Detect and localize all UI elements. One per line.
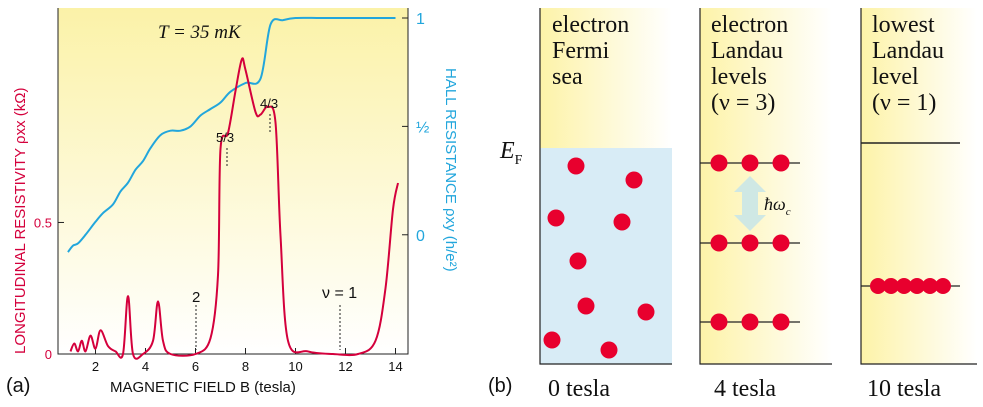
panel-a-label: (a)	[6, 375, 30, 397]
electron	[547, 209, 565, 227]
right-axis-label: HALL RESISTANCE ρxy (h/e²)	[442, 68, 459, 272]
x-tick-label: 12	[338, 359, 352, 374]
left-tick-label: 0.5	[34, 215, 52, 230]
x-tick-label: 8	[242, 359, 249, 374]
plot-a-background	[58, 8, 408, 354]
temperature-label: T = 35 mK	[158, 22, 242, 43]
left-axis-ticks: 00.5	[34, 215, 64, 362]
electron	[922, 278, 938, 294]
x-tick-label: 10	[288, 359, 302, 374]
electron	[896, 278, 912, 294]
x-tick-label: 4	[142, 359, 149, 374]
frac53-label: 5/3	[216, 130, 234, 145]
nu2-label: 2	[192, 289, 200, 306]
fermi-energy-label: EF	[499, 138, 523, 168]
panel-b-label: (b)	[488, 375, 512, 397]
electron	[935, 278, 951, 294]
column-1-field: 0 tesla	[548, 376, 610, 402]
electron	[710, 234, 728, 252]
x-tick-label: 14	[388, 359, 402, 374]
electron	[613, 213, 631, 231]
electron	[637, 303, 655, 321]
left-axis-label: LONGITUDINAL RESISTIVITY ρxx (kΩ)	[12, 88, 29, 354]
x-axis-ticks: 2 4 6 8 10 12 14	[92, 348, 403, 374]
electron	[772, 313, 790, 331]
panel-b: (b) EF electron Fermi sea 0 tesla	[488, 8, 977, 402]
electron	[883, 278, 899, 294]
x-tick-label: 2	[92, 359, 99, 374]
column-3-field: 10 tesla	[867, 376, 941, 402]
column-2-background	[700, 8, 832, 364]
electron	[710, 154, 728, 172]
electron	[543, 331, 561, 349]
electron	[600, 341, 618, 359]
right-tick-label: ½	[416, 119, 429, 136]
column-2-field: 4 tesla	[714, 376, 776, 402]
electron	[870, 278, 886, 294]
double-arrow-icon	[734, 176, 766, 231]
electron	[577, 297, 595, 315]
electron	[741, 234, 759, 252]
nu1-label: ν = 1	[322, 285, 357, 302]
column-lowest-landau-level: lowest Landau level (ν = 1) 10 tesla	[860, 8, 977, 402]
fermi-sea-fill	[540, 148, 672, 364]
electron	[569, 252, 587, 270]
electron	[772, 234, 790, 252]
frac43-label: 4/3	[260, 96, 278, 111]
electron	[567, 157, 585, 175]
x-axis-label: MAGNETIC FIELD B (tesla)	[110, 379, 296, 396]
electron	[741, 154, 759, 172]
column-2-title: electron Landau levels (ν = 3)	[711, 12, 794, 116]
right-axis-ticks: 0 ½ 1	[402, 11, 429, 245]
series-rho-xx-line	[69, 57, 399, 360]
hbar-omega-label: ħωc	[764, 194, 791, 218]
electron	[909, 278, 925, 294]
right-tick-label: 1	[416, 11, 425, 28]
series-rho-xy-line	[67, 16, 396, 253]
column-fermi-sea: electron Fermi sea 0 tesla	[539, 8, 672, 402]
column-1-title: electron Fermi sea	[552, 12, 635, 90]
left-tick-label: 0	[45, 347, 52, 362]
column-3-axes	[860, 8, 977, 365]
column-3-title: lowest Landau level (ν = 1)	[872, 12, 950, 116]
panel-a: 2 4 6 8 10 12 14 00.5 0½1 T = 35 mK 2 ν = 1 5/…	[6, 8, 459, 397]
right-tick-label: 0	[416, 228, 425, 245]
electron	[741, 313, 759, 331]
column-3-background	[861, 8, 977, 364]
column-landau-levels: electron Landau levels (ν = 3) ħωc 4 tes…	[699, 8, 832, 402]
column-1-axes	[539, 8, 672, 365]
electron	[710, 313, 728, 331]
electron	[625, 171, 643, 189]
column-2-axes	[699, 8, 832, 365]
electron	[772, 154, 790, 172]
x-tick-label: 6	[192, 359, 199, 374]
plot-a-frame	[57, 8, 409, 355]
